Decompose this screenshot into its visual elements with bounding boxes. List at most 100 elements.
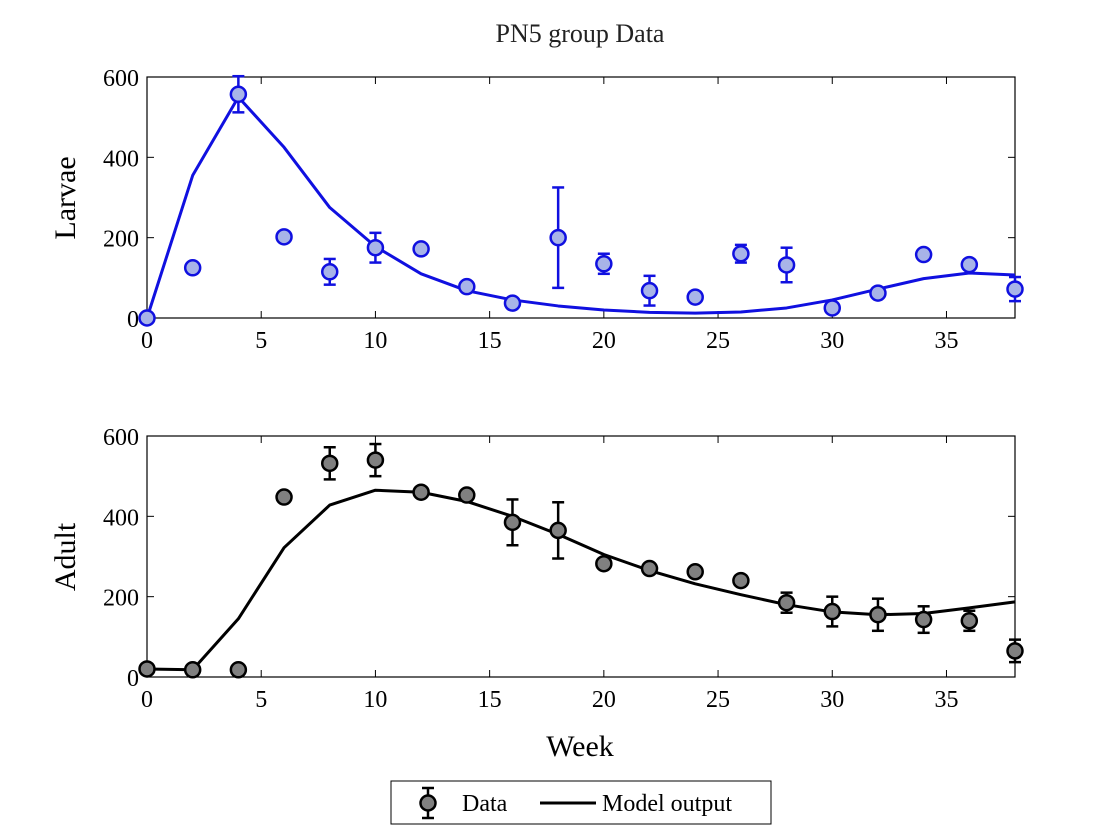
adult-y-tick-label: 0: [127, 666, 139, 692]
adult-data-point: [458, 486, 476, 504]
larvae-data-marker: [412, 240, 430, 258]
larvae-data-point: [275, 228, 293, 246]
larvae-data-marker: [458, 277, 476, 296]
larvae-data-point: [914, 245, 933, 264]
larvae-data-marker: [229, 85, 248, 104]
adult-data-marker: [914, 610, 933, 629]
adult-data-marker: [138, 660, 156, 678]
larvae-y-axis-label: Larvae: [49, 156, 82, 239]
adult-data-marker: [869, 605, 887, 624]
adult-data-point: [595, 554, 613, 573]
larvae-x-tick-label: 10: [363, 328, 387, 354]
larvae-data-marker: [503, 294, 522, 312]
adult-axes-box: [146, 435, 1016, 678]
adult-data-point: [777, 591, 796, 614]
adult-x-tick-label: 0: [141, 687, 153, 713]
adult-data-point: [732, 571, 750, 590]
legend-label-model: Model output: [602, 791, 732, 817]
adult-data-point: [320, 445, 339, 481]
adult-data-point: [869, 597, 887, 633]
larvae-data-marker: [823, 299, 842, 317]
adult-data-marker: [960, 612, 979, 630]
larvae-data-point: [640, 274, 659, 307]
legend: Data Model output: [390, 780, 772, 825]
adult-x-tick-label: 30: [820, 687, 844, 713]
x-axis-label: Week: [546, 730, 614, 763]
larvae-data-point: [732, 243, 750, 264]
larvae-data-marker: [275, 228, 293, 246]
adult-data-point: [138, 660, 156, 678]
adult-data-point: [412, 483, 430, 501]
larvae-data-point: [960, 255, 979, 274]
adult-data-marker: [183, 661, 202, 679]
adult-data-point: [366, 442, 385, 478]
larvae-data-marker: [549, 228, 567, 247]
adult-data-point: [549, 501, 567, 560]
adult-data-marker: [366, 451, 385, 469]
adult-data-point: [183, 661, 202, 679]
legend-label-data: Data: [462, 791, 508, 817]
larvae-data-point: [503, 294, 522, 312]
larvae-data-marker: [869, 284, 887, 302]
larvae-y-tick-label: 200: [103, 227, 139, 253]
adult-y-tick-label: 600: [103, 425, 139, 451]
larvae-data-marker: [640, 281, 659, 300]
larvae-data-point: [777, 246, 796, 284]
adult-y-tick-label: 200: [103, 586, 139, 612]
chart-title: PN5 group Data: [496, 19, 665, 48]
adult-panel: Adult Week 0 5 10 15 20 25 30 35 0 200 400 600: [49, 425, 1024, 763]
larvae-x-tick-label: 20: [592, 328, 616, 354]
larvae-data-marker: [595, 255, 613, 273]
adult-data-marker: [823, 602, 842, 621]
larvae-x-tick-label: 5: [255, 328, 267, 354]
larvae-model-line: [145, 95, 1016, 319]
adult-data-point: [914, 605, 933, 635]
adult-data-point: [686, 563, 704, 581]
adult-data-point: [503, 498, 522, 547]
larvae-x-tick-label: 35: [934, 328, 958, 354]
adult-data-marker: [412, 483, 430, 501]
larvae-data-marker: [914, 245, 933, 264]
larvae-x-tick-label: 0: [141, 328, 153, 354]
legend-data-marker: [419, 786, 437, 820]
larvae-data-marker: [777, 256, 796, 274]
larvae-data-point: [549, 186, 567, 290]
larvae-data-marker: [960, 255, 979, 274]
adult-x-tick-label: 20: [592, 687, 616, 713]
adult-data-point: [229, 661, 248, 679]
larvae-data-point: [138, 309, 156, 327]
adult-data-marker: [1006, 642, 1024, 660]
larvae-data-marker: [138, 309, 156, 327]
adult-y-axis-label: Adult: [49, 522, 82, 591]
larvae-data-point: [412, 240, 430, 258]
adult-data-point: [960, 609, 979, 633]
larvae-data-point: [320, 257, 339, 286]
larvae-data-point: [183, 259, 202, 277]
adult-data-marker: [686, 563, 704, 581]
adult-y-tick-label: 400: [103, 505, 139, 531]
larvae-data-point: [366, 231, 385, 264]
larvae-data-point: [229, 74, 248, 114]
adult-x-tick-label: 35: [934, 687, 958, 713]
adult-data-marker: [458, 486, 476, 504]
adult-data-marker: [320, 454, 339, 473]
adult-data-point: [1006, 638, 1024, 664]
adult-model-line: [146, 488, 1016, 672]
adult-data-marker: [732, 571, 750, 590]
adult-x-tick-label: 15: [478, 687, 502, 713]
larvae-data-point: [458, 277, 476, 296]
larvae-x-tick-label: 25: [706, 328, 730, 354]
adult-x-tick-label: 10: [363, 687, 387, 713]
adult-data-point: [823, 595, 842, 628]
adult-data-point: [640, 559, 659, 578]
adult-data-marker: [549, 521, 567, 540]
larvae-data-point: [823, 299, 842, 317]
larvae-panel: Larvae 0 5 10 15 20 25 30 35 0 200 400 600: [49, 66, 1024, 354]
larvae-data-marker: [732, 244, 750, 263]
larvae-axes-box: [146, 76, 1016, 319]
larvae-y-tick-label: 600: [103, 66, 139, 92]
larvae-data-point: [1006, 275, 1024, 303]
larvae-x-tick-label: 15: [478, 328, 502, 354]
adult-data-marker: [229, 661, 248, 679]
